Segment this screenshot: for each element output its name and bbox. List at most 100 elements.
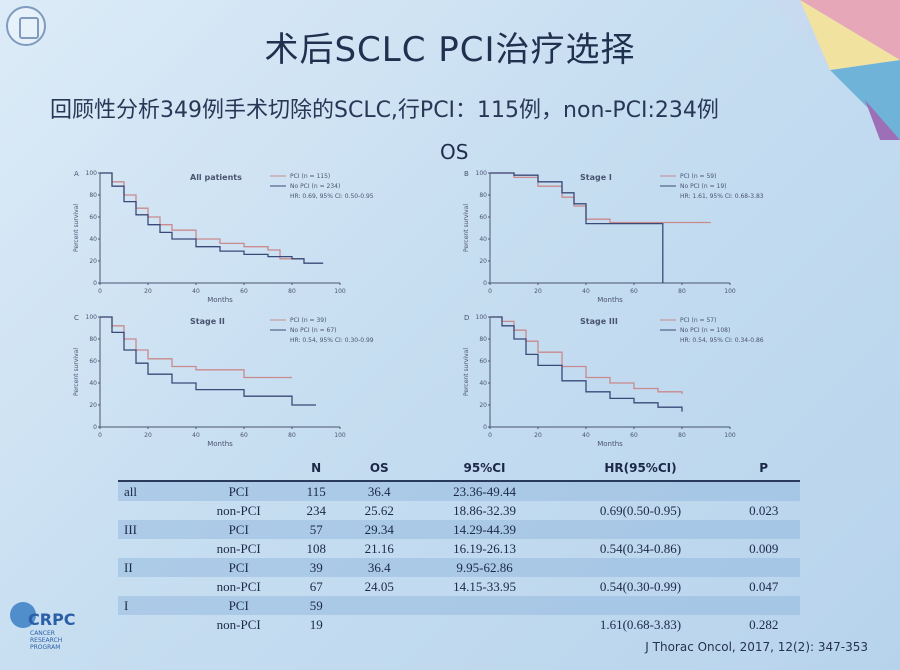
plot-title: Stage I	[580, 173, 612, 182]
citation: J Thorac Oncol, 2017, 12(2): 347-353	[645, 640, 868, 654]
table-cell	[727, 596, 800, 615]
legend-nonpci: No PCI (n = 108)	[680, 327, 730, 334]
legend-nonpci: No PCI (n = 19)	[680, 183, 727, 190]
panel-letter: B	[464, 170, 469, 178]
table-row: II PCI 39 36.4 9.95-62.86	[118, 558, 800, 577]
y-tick-label: 100	[86, 170, 98, 177]
hazard-ratio: HR: 0.69, 95% CI: 0.50-0.95	[290, 193, 374, 200]
table-cell: 36.4	[342, 558, 416, 577]
table-header-cell: HR(95%CI)	[553, 456, 728, 482]
nonpci-survival-curve	[490, 316, 683, 412]
table-row: I PCI 59	[118, 596, 800, 615]
y-tick-label: 100	[476, 170, 488, 177]
x-tick-label: 60	[240, 432, 248, 439]
table-cell	[118, 615, 188, 634]
y-tick-label: 80	[89, 192, 97, 199]
plot-title: All patients	[190, 173, 242, 182]
table-header-cell	[118, 456, 188, 482]
table-cell: PCI	[188, 596, 290, 615]
os-label: OS	[440, 140, 469, 164]
table-cell: 24.05	[364, 578, 394, 594]
table-header-cell: N	[289, 456, 343, 482]
panel-letter: C	[74, 314, 79, 322]
table-row: non-PCI 108 21.16 16.19-26.13 0.54(0.34-0.86…	[118, 539, 800, 558]
table-cell: 0.282	[749, 616, 779, 632]
y-tick-label: 100	[86, 314, 98, 321]
y-tick-label: 40	[89, 380, 97, 387]
table-cell	[727, 558, 800, 577]
table-cell: 0.009	[749, 540, 779, 556]
table-cell: 39	[289, 558, 343, 577]
y-axis-label: Percent survival	[463, 348, 470, 396]
table-cell: non-PCI	[216, 502, 261, 518]
nonpci-survival-curve	[490, 172, 664, 283]
table-row: non-PCI 19 1.61(0.68-3.83) 0.282	[118, 615, 800, 634]
table-header-row: N OS 95%CI HR(95%CI) P	[118, 456, 800, 482]
table-cell: 0.047	[749, 578, 779, 594]
x-tick-label: 100	[334, 432, 346, 439]
table-cell: 19	[309, 616, 323, 632]
y-tick-label: 40	[89, 236, 97, 243]
table-cell: PCI	[188, 520, 290, 539]
km-plot-stage-1: 0 20 40 60 80 100 0 20 40 60 80 100 B Months Percent s…	[460, 168, 764, 308]
table-cell: 9.95-62.86	[415, 558, 554, 577]
table-cell: 23.36-49.44	[415, 481, 554, 501]
table-header-cell	[188, 456, 290, 482]
x-tick-label: 40	[192, 432, 200, 439]
nonpci-survival-curve	[100, 316, 316, 406]
x-axis-label: Months	[207, 440, 233, 448]
table-cell: non-PCI	[216, 578, 261, 594]
globe-icon	[10, 602, 36, 628]
table-cell: non-PCI	[216, 540, 261, 556]
table-header-cell: P	[727, 456, 800, 482]
x-tick-label: 80	[288, 432, 296, 439]
y-tick-label: 80	[89, 336, 97, 343]
table-cell	[118, 539, 188, 558]
table-cell	[342, 596, 416, 615]
table-cell	[416, 615, 554, 634]
y-tick-label: 20	[89, 258, 97, 265]
table-cell: 67	[309, 578, 323, 594]
table-cell: 234	[306, 502, 326, 518]
y-tick-label: 0	[93, 424, 97, 431]
y-tick-label: 20	[89, 402, 97, 409]
y-tick-label: 0	[483, 280, 487, 287]
table-cell: non-PCI	[216, 616, 261, 632]
y-tick-label: 40	[479, 380, 487, 387]
legend-nonpci: No PCI (n = 234)	[290, 183, 340, 190]
y-tick-label: 60	[479, 214, 487, 221]
table-cell	[553, 596, 728, 615]
x-tick-label: 0	[98, 432, 102, 439]
panel-letter: A	[74, 170, 79, 178]
y-axis-label: Percent survival	[463, 204, 470, 252]
nonpci-survival-curve	[100, 172, 324, 264]
y-tick-label: 60	[89, 358, 97, 365]
y-tick-label: 60	[89, 214, 97, 221]
x-tick-label: 0	[488, 288, 492, 295]
km-plot-stage-2: 0 20 40 60 80 100 0 20 40 60 80 100 C Months Percent s…	[70, 312, 374, 452]
x-tick-label: 60	[630, 288, 638, 295]
table-cell: 14.15-33.95	[453, 578, 516, 594]
x-axis-label: Months	[597, 296, 623, 304]
crpc-logo: CRPC CANCER RESEARCH PROGRAM	[6, 598, 86, 658]
table-cell: 18.86-32.39	[453, 502, 516, 518]
y-tick-label: 20	[479, 402, 487, 409]
table-row: all PCI 115 36.4 23.36-49.44	[118, 481, 800, 501]
x-tick-label: 60	[630, 432, 638, 439]
x-axis-label: Months	[207, 296, 233, 304]
y-tick-label: 100	[476, 314, 488, 321]
legend-pci: PCI (n = 59)	[680, 173, 716, 180]
table-cell: 108	[306, 540, 326, 556]
results-table: N OS 95%CI HR(95%CI) P all PCI 115 36.4 23.3…	[118, 456, 800, 634]
table-cell	[343, 615, 416, 634]
x-tick-label: 60	[240, 288, 248, 295]
table-cell: all	[118, 481, 188, 501]
x-tick-label: 80	[678, 288, 686, 295]
table-cell	[553, 558, 728, 577]
table-cell: 14.29-44.39	[415, 520, 554, 539]
x-tick-label: 40	[582, 288, 590, 295]
table-cell: 25.62	[364, 502, 394, 518]
y-tick-label: 20	[479, 258, 487, 265]
x-tick-label: 20	[534, 288, 542, 295]
